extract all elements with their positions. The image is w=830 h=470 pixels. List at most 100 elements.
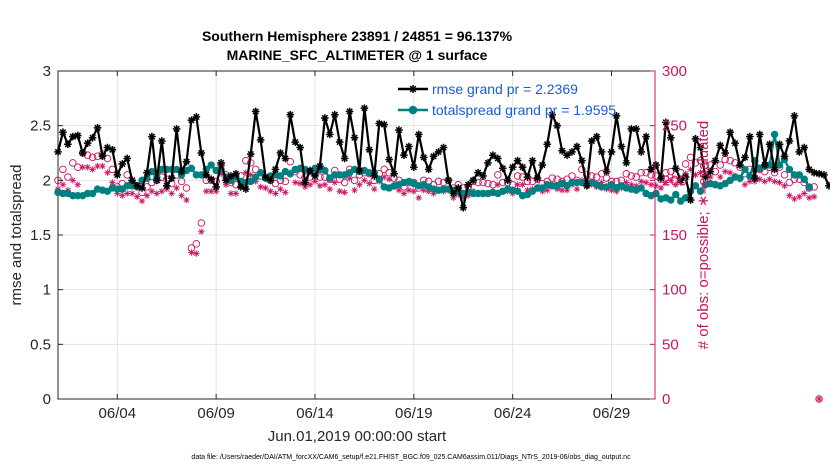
obs-possible-point xyxy=(489,180,497,189)
rmse-point xyxy=(217,159,225,167)
x-axis-label: Jun.01,2019 00:00:00 start xyxy=(268,428,447,445)
obs-evaluated-point xyxy=(84,164,91,171)
obs-evaluated-point xyxy=(672,181,679,188)
rmse-point xyxy=(444,176,453,185)
obs-evaluated-point xyxy=(810,193,818,200)
obs-evaluated-point xyxy=(356,181,363,188)
rmse-point xyxy=(751,174,759,182)
obs-evaluated-point xyxy=(514,181,521,188)
obs-evaluated-point xyxy=(232,190,240,197)
rmse-point xyxy=(330,110,339,119)
rmse-point xyxy=(691,134,700,143)
rmse-point xyxy=(820,171,828,179)
obs-possible-point xyxy=(632,173,640,181)
obs-possible-point xyxy=(187,244,196,252)
rmse-point xyxy=(167,174,176,182)
rmse-point xyxy=(439,143,448,152)
obs-evaluated-point xyxy=(143,192,151,199)
rmse-point xyxy=(350,133,359,142)
rmse-point xyxy=(296,143,304,152)
rmse-point xyxy=(321,114,329,122)
obs-evaluated-point xyxy=(262,184,269,192)
obs-possible-point xyxy=(726,156,734,165)
rmse-point xyxy=(775,140,784,149)
obs-possible-point xyxy=(627,172,636,180)
rmse-point xyxy=(98,152,107,161)
obs-possible-point xyxy=(691,159,700,167)
obs-possible-point xyxy=(340,178,349,187)
rmse-point xyxy=(770,165,779,174)
rmse-point xyxy=(642,132,650,141)
obs-evaluated-point xyxy=(400,190,408,197)
obs-possible-point xyxy=(701,161,710,169)
totalspread-point xyxy=(286,170,294,178)
y-right-tick-label: 200 xyxy=(662,172,687,189)
obs-possible-point xyxy=(74,163,82,171)
obs-evaluated-point xyxy=(519,181,526,188)
obs-evaluated-point xyxy=(371,185,378,193)
rmse-point xyxy=(153,176,161,185)
obs-evaluated-point xyxy=(336,188,343,195)
obs-possible-point xyxy=(528,177,537,186)
obs-evaluated-point xyxy=(341,189,348,196)
rmse-point xyxy=(553,121,561,130)
legend-spread-label: totalspread grand pr = 1.9595 xyxy=(432,102,616,118)
rmse-point xyxy=(508,163,517,172)
obs-possible-point xyxy=(622,170,631,178)
obs-possible-point xyxy=(197,219,206,227)
obs-possible-point xyxy=(281,177,290,186)
rmse-point xyxy=(365,145,374,154)
rmse-point xyxy=(424,165,433,174)
rmse-point xyxy=(622,159,631,167)
obs-evaluated-point xyxy=(766,176,773,183)
totalspread-point xyxy=(652,189,660,198)
obs-possible-point xyxy=(88,153,97,162)
obs-possible-point xyxy=(815,395,823,403)
rmse-point xyxy=(301,178,309,187)
rmse-point xyxy=(118,160,127,168)
totalspread-point xyxy=(88,189,97,198)
rmse-point xyxy=(449,189,458,198)
rmse-point xyxy=(701,173,710,181)
rmse-point xyxy=(726,128,734,137)
x-tick-label: 06/14 xyxy=(296,405,334,422)
totalspread-point xyxy=(187,164,196,173)
obs-evaluated-point xyxy=(198,228,205,235)
obs-evaluated-point xyxy=(717,173,724,181)
obs-evaluated-point xyxy=(544,186,551,194)
obs-possible-point xyxy=(681,160,690,168)
x-tick-label: 06/24 xyxy=(494,405,532,422)
rmse-point xyxy=(73,131,82,140)
chart-subtitle: MARINE_SFC_ALTIMETER @ 1 surface xyxy=(227,47,488,63)
obs-evaluated-point xyxy=(89,166,96,173)
obs-evaluated-point xyxy=(326,185,334,193)
rmse-point xyxy=(162,182,171,190)
rmse-point xyxy=(538,161,547,169)
rmse-point xyxy=(326,130,334,139)
rmse-point xyxy=(108,145,117,154)
rmse-point xyxy=(498,164,507,173)
obs-evaluated-point xyxy=(173,184,180,192)
rmse-point xyxy=(172,125,181,133)
rmse-point xyxy=(686,196,695,204)
obs-evaluated-point xyxy=(771,178,778,185)
obs-evaluated-point xyxy=(692,171,699,179)
obs-possible-point xyxy=(513,172,522,180)
obs-evaluated-point xyxy=(128,190,136,197)
rmse-point xyxy=(489,151,497,159)
rmse-point xyxy=(617,142,626,151)
y-left-tick-label: 2.5 xyxy=(30,118,51,135)
rmse-point xyxy=(795,148,804,156)
obs-evaluated-point xyxy=(168,190,175,197)
obs-possible-point xyxy=(494,171,502,179)
totalspread-point xyxy=(795,171,804,179)
obs-evaluated-point xyxy=(257,183,264,191)
rmse-point xyxy=(429,152,438,161)
obs-evaluated-point xyxy=(79,164,86,171)
rmse-point xyxy=(721,149,729,157)
rmse-point xyxy=(83,139,92,147)
obs-evaluated-point xyxy=(267,188,274,195)
obs-possible-point xyxy=(182,184,191,192)
obs-evaluated-point xyxy=(59,181,67,188)
rmse-point xyxy=(780,152,789,161)
